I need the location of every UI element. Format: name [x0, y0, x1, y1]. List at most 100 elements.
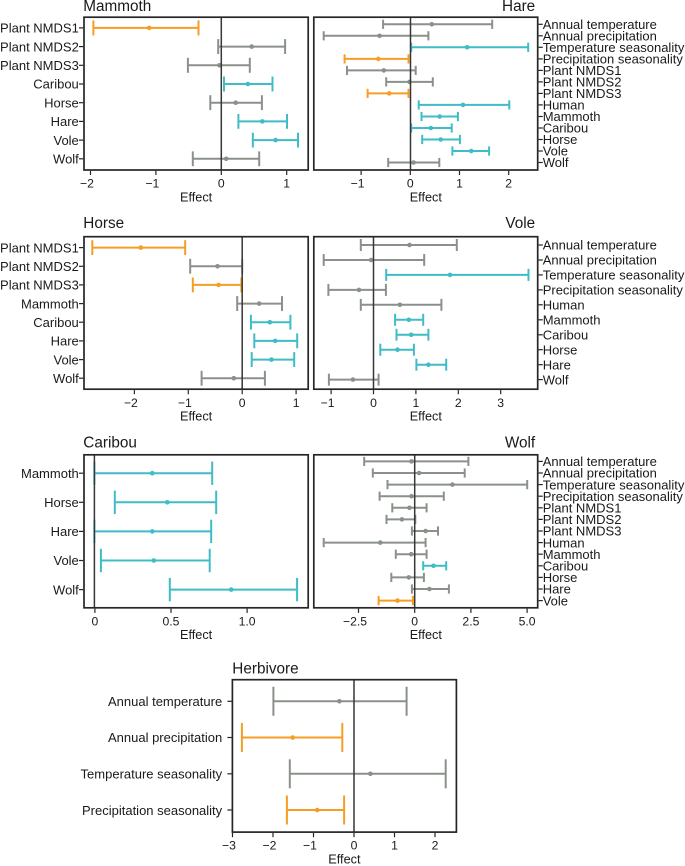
svg-text:−2: −2: [80, 177, 94, 191]
svg-text:Wolf: Wolf: [53, 371, 79, 386]
svg-text:−1: −1: [351, 177, 365, 191]
svg-text:Temperature seasonality: Temperature seasonality: [81, 767, 223, 782]
svg-text:2.5: 2.5: [462, 614, 479, 628]
svg-text:3: 3: [497, 396, 504, 410]
svg-text:Annual temperature: Annual temperature: [543, 454, 657, 469]
svg-text:Wolf: Wolf: [543, 155, 569, 170]
svg-text:Effect: Effect: [410, 190, 443, 204]
svg-text:Hare: Hare: [543, 582, 571, 597]
svg-text:Effect: Effect: [180, 628, 213, 642]
svg-text:Plant NMDS2: Plant NMDS2: [543, 75, 622, 90]
svg-text:1.0: 1.0: [239, 614, 256, 628]
svg-text:−2: −2: [263, 839, 277, 853]
svg-text:2: 2: [505, 177, 512, 191]
svg-text:Annual precipitation: Annual precipitation: [543, 466, 657, 481]
svg-text:−3: −3: [222, 839, 236, 853]
svg-text:Hare: Hare: [502, 0, 535, 15]
svg-text:−1: −1: [178, 396, 192, 410]
svg-text:Vole: Vole: [53, 133, 78, 148]
svg-text:Plant NMDS2: Plant NMDS2: [0, 39, 79, 54]
svg-text:Effect: Effect: [410, 628, 443, 642]
svg-text:Mammoth: Mammoth: [21, 466, 79, 481]
svg-text:Annual precipitation: Annual precipitation: [108, 730, 222, 745]
svg-text:Precipitation seasonality: Precipitation seasonality: [543, 52, 684, 67]
svg-text:Precipitation seasonality: Precipitation seasonality: [543, 489, 684, 504]
svg-text:1: 1: [413, 396, 420, 410]
svg-text:0.5: 0.5: [163, 614, 180, 628]
svg-text:Temperature seasonality: Temperature seasonality: [543, 268, 685, 283]
svg-text:Precipitation seasonality: Precipitation seasonality: [543, 283, 684, 298]
svg-text:Plant NMDS1: Plant NMDS1: [543, 501, 622, 516]
svg-text:Caribou: Caribou: [33, 315, 79, 330]
svg-text:Vole: Vole: [543, 144, 568, 159]
svg-text:Herbivore: Herbivore: [232, 660, 298, 677]
svg-text:Annual temperature: Annual temperature: [543, 238, 657, 253]
svg-text:Horse: Horse: [83, 215, 124, 232]
svg-text:Wolf: Wolf: [53, 152, 79, 167]
svg-text:−2: −2: [124, 396, 138, 410]
svg-text:Hare: Hare: [51, 334, 79, 349]
svg-text:Caribou: Caribou: [543, 121, 589, 136]
svg-text:Wolf: Wolf: [505, 435, 536, 452]
svg-text:Hare: Hare: [51, 524, 79, 539]
svg-text:Caribou: Caribou: [33, 77, 79, 92]
svg-text:Effect: Effect: [180, 190, 213, 204]
svg-text:Vole: Vole: [505, 215, 535, 232]
svg-text:0: 0: [92, 614, 99, 628]
svg-text:Caribou: Caribou: [543, 328, 589, 343]
svg-text:Annual temperature: Annual temperature: [108, 694, 222, 709]
svg-text:Hare: Hare: [51, 114, 79, 129]
svg-text:Plant NMDS3: Plant NMDS3: [0, 278, 79, 293]
svg-text:0: 0: [218, 177, 225, 191]
svg-text:5.0: 5.0: [519, 614, 536, 628]
svg-text:Vole: Vole: [53, 553, 78, 568]
svg-text:Human: Human: [543, 298, 585, 313]
svg-text:1: 1: [456, 177, 463, 191]
svg-text:Effect: Effect: [410, 410, 443, 424]
svg-text:−1: −1: [303, 839, 317, 853]
svg-text:Plant NMDS1: Plant NMDS1: [543, 63, 622, 78]
svg-text:Annual precipitation: Annual precipitation: [543, 253, 657, 268]
svg-text:1: 1: [293, 396, 300, 410]
svg-text:Effect: Effect: [328, 853, 361, 866]
svg-text:Mammoth: Mammoth: [543, 109, 601, 124]
svg-text:Horse: Horse: [543, 132, 578, 147]
svg-text:Vole: Vole: [543, 593, 568, 608]
svg-text:−2.5: −2.5: [343, 614, 367, 628]
svg-text:Mammoth: Mammoth: [83, 0, 151, 15]
svg-text:Wolf: Wolf: [53, 582, 79, 597]
svg-text:1: 1: [283, 177, 290, 191]
svg-text:0: 0: [407, 177, 414, 191]
svg-text:Caribou: Caribou: [83, 435, 137, 452]
svg-text:0: 0: [351, 839, 358, 853]
svg-text:Horse: Horse: [44, 95, 79, 110]
svg-text:Annual temperature: Annual temperature: [543, 17, 657, 32]
svg-text:2: 2: [455, 396, 462, 410]
svg-text:1: 1: [391, 839, 398, 853]
svg-text:Human: Human: [543, 535, 585, 550]
svg-text:Temperature seasonality: Temperature seasonality: [543, 477, 685, 492]
svg-text:−1: −1: [145, 177, 159, 191]
svg-text:Plant NMDS2: Plant NMDS2: [0, 259, 79, 274]
svg-text:Horse: Horse: [543, 342, 578, 357]
svg-text:Precipitation seasonality: Precipitation seasonality: [82, 803, 223, 818]
svg-text:Hare: Hare: [543, 357, 571, 372]
svg-text:−1: −1: [321, 396, 335, 410]
svg-text:Mammoth: Mammoth: [543, 547, 601, 562]
svg-text:0: 0: [239, 396, 246, 410]
svg-text:Temperature seasonality: Temperature seasonality: [543, 40, 685, 55]
svg-text:0: 0: [370, 396, 377, 410]
svg-text:Horse: Horse: [44, 495, 79, 510]
svg-text:Vole: Vole: [53, 352, 78, 367]
svg-text:Effect: Effect: [180, 410, 213, 424]
svg-text:Plant NMDS3: Plant NMDS3: [543, 524, 622, 539]
svg-text:Caribou: Caribou: [543, 559, 589, 574]
svg-text:Horse: Horse: [543, 570, 578, 585]
svg-text:Human: Human: [543, 98, 585, 113]
svg-text:Plant NMDS3: Plant NMDS3: [543, 86, 622, 101]
svg-text:Wolf: Wolf: [543, 372, 569, 387]
svg-text:Plant NMDS1: Plant NMDS1: [0, 21, 79, 36]
svg-text:Plant NMDS1: Plant NMDS1: [0, 240, 79, 255]
svg-text:2: 2: [432, 839, 439, 853]
svg-text:Annual precipitation: Annual precipitation: [543, 29, 657, 44]
